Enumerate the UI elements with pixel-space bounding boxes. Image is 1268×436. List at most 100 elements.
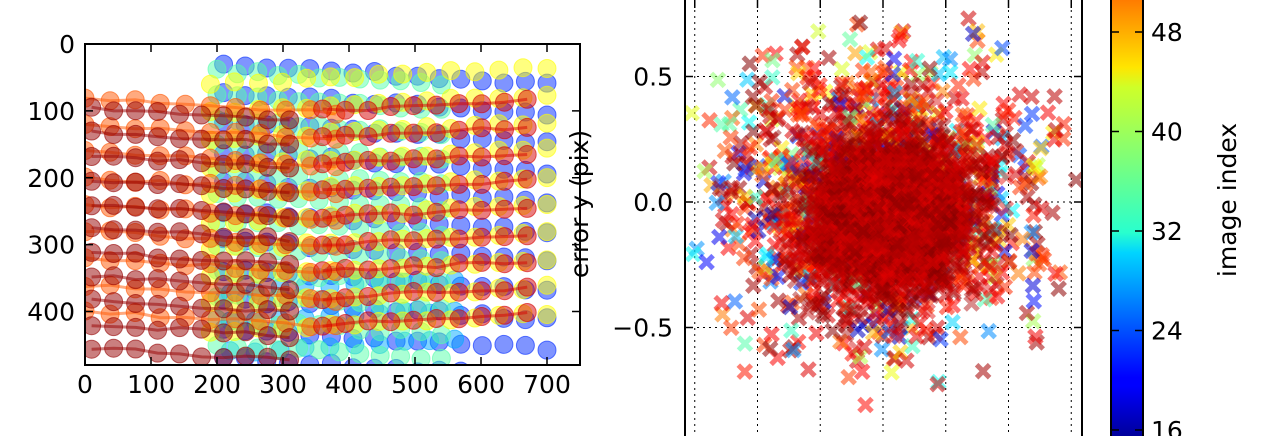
left-scatter-point: [335, 235, 355, 255]
right-scatter-point: [936, 206, 953, 223]
right-scatter-point: [870, 162, 888, 179]
right-scatter-point: [908, 52, 926, 70]
right-scatter-point: [864, 253, 882, 270]
right-scatter-point: [728, 215, 746, 233]
left-scatter-point: [214, 106, 234, 126]
left-scatter-point: [391, 347, 411, 365]
right-scatter-point: [857, 87, 874, 104]
right-scatter-point: [887, 150, 904, 168]
right-scatter-point: [802, 272, 819, 289]
right-scatter-point: [851, 187, 869, 204]
left-scatter-point: [258, 157, 278, 177]
right-y-axis-label: error y (pix): [565, 130, 594, 278]
left-scatter-point: [297, 68, 317, 88]
right-scatter-point: [912, 240, 930, 257]
right-scatter-point: [863, 234, 881, 251]
left-scatter-point: [126, 124, 146, 144]
right-scatter-point: [875, 269, 892, 287]
right-scatter-point: [905, 182, 923, 199]
right-scatter-point: [975, 187, 993, 205]
right-scatter-point: [784, 153, 801, 170]
right-scatter-point: [857, 225, 874, 242]
right-scatter-point: [886, 144, 903, 161]
right-scatter-point: [857, 138, 874, 155]
right-scatter-point: [794, 231, 811, 248]
right-scatter-point: [944, 188, 961, 205]
right-scatter-point: [929, 178, 946, 195]
right-scatter-point: [851, 309, 869, 326]
right-scatter-point: [875, 175, 892, 193]
left-scatter-point: [170, 104, 190, 124]
left-scatter-point: [426, 95, 446, 115]
left-scatter-point: [192, 273, 212, 293]
colorbar-label: image index: [1213, 123, 1242, 277]
right-scatter-point: [900, 220, 917, 237]
left-scatter-point: [258, 326, 278, 346]
left-scatter-point: [537, 340, 557, 360]
left-scatter-point: [236, 322, 256, 342]
left-scatter-point: [537, 59, 557, 78]
right-scatter-point: [850, 212, 867, 230]
right-scatter-point: [802, 246, 819, 264]
left-scatter-point: [449, 282, 469, 302]
left-scatter-point: [426, 258, 446, 278]
right-scatter-point: [871, 203, 889, 220]
left-scatter-point: [358, 127, 378, 146]
right-scatter-point: [957, 111, 974, 129]
right-scatter-point: [903, 196, 920, 214]
right-scatter-point: [857, 245, 874, 262]
left-scatter-point: [85, 316, 102, 336]
right-scatter-point: [854, 204, 871, 221]
right-scatter-point: [950, 199, 967, 216]
right-scatter-point: [895, 126, 912, 144]
left-scatter-point: [426, 309, 446, 328]
right-scatter-point: [835, 287, 852, 304]
right-scatter-point: [863, 169, 880, 186]
right-scatter-point: [907, 140, 925, 157]
left-scatter-point: [449, 309, 469, 329]
right-scatter-point: [971, 277, 988, 295]
left-scatter-point: [258, 227, 278, 247]
right-scatter-point: [873, 341, 891, 358]
left-scatter-point: [465, 62, 485, 82]
left-row-line: [322, 125, 528, 139]
right-scatter-point: [858, 190, 876, 208]
left-scatter-marks: [85, 54, 557, 365]
left-scatter-point: [258, 300, 278, 320]
left-scatter-point: [449, 200, 469, 220]
left-scatter-point: [148, 248, 168, 268]
right-scatter-point: [812, 198, 830, 216]
right-scatter-point: [893, 223, 910, 240]
right-scatter-point: [747, 97, 765, 114]
right-scatter-point: [768, 151, 785, 169]
right-scatter-point: [912, 181, 929, 198]
right-scatter-point: [846, 189, 864, 206]
left-scatter-point: [85, 242, 102, 262]
left-x-tick-label: 200: [193, 370, 241, 399]
right-scatter-point: [901, 238, 918, 255]
right-scatter-point: [736, 188, 754, 206]
right-scatter-point: [784, 122, 801, 140]
left-scatter-point: [472, 227, 492, 247]
right-scatter-point: [976, 166, 993, 183]
left-scatter-point: [313, 208, 333, 228]
right-scatter-point: [771, 187, 788, 204]
left-row-line: [91, 324, 290, 340]
left-scatter-point: [358, 260, 378, 280]
right-scatter-point: [854, 213, 871, 231]
left-scatter-point: [335, 152, 355, 172]
left-scatter-point: [404, 231, 423, 251]
right-scatter-point: [888, 185, 905, 202]
right-scatter-point: [941, 176, 958, 193]
right-scatter-point: [750, 301, 768, 318]
right-scatter-point: [1001, 252, 1018, 270]
left-scatter-point: [358, 232, 378, 251]
right-scatter-point: [924, 160, 942, 177]
right-scatter-point: [722, 319, 740, 337]
right-scatter-point: [837, 201, 854, 218]
left-scatter-point: [495, 281, 514, 301]
left-scatter-point: [85, 196, 102, 216]
left-row-line: [91, 203, 290, 220]
right-scatter-point: [925, 242, 943, 259]
left-scatter-point: [126, 270, 146, 290]
